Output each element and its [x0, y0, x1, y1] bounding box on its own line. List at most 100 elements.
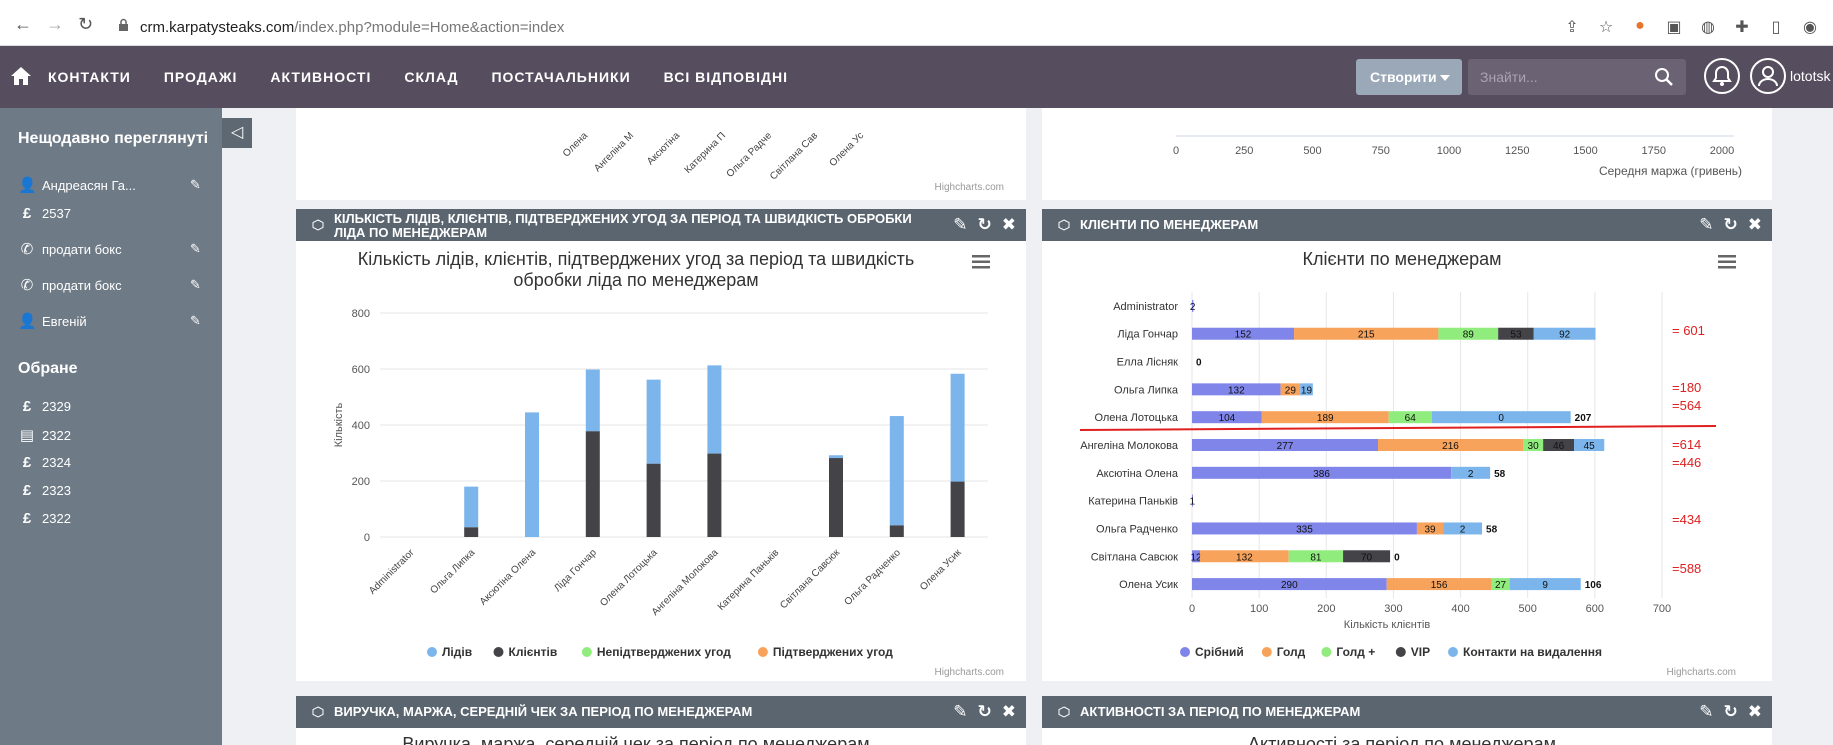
profile-avatar-icon[interactable]: ◉: [1803, 19, 1817, 36]
search-input[interactable]: Знайти...: [1468, 59, 1686, 95]
edit-pencil-icon[interactable]: ✎: [190, 313, 201, 328]
back-arrow-icon[interactable]: ←: [14, 14, 32, 34]
axis-tick-label: 2000: [1710, 145, 1734, 157]
chart-credits[interactable]: Highcharts.com: [934, 182, 1004, 193]
user-avatar-icon[interactable]: [1750, 58, 1786, 94]
bar-segment: [1192, 411, 1262, 424]
favorite-item-label: 2329: [42, 399, 71, 414]
document-icon: ▤: [19, 427, 35, 444]
bar-segment: [1533, 327, 1596, 340]
data-label: 215: [1358, 330, 1375, 341]
extension-icon[interactable]: ▣: [1666, 19, 1682, 36]
bar-segment: [1192, 383, 1281, 396]
chart-menu-icon[interactable]: [972, 255, 990, 269]
puzzle-icon[interactable]: ✚: [1735, 19, 1749, 36]
nav-item-warehouse[interactable]: СКЛАД: [404, 69, 459, 85]
notification-bell-icon[interactable]: [1704, 58, 1740, 94]
edit-pencil-icon[interactable]: ✎: [953, 702, 968, 721]
nav-item-contacts[interactable]: КОНТАКТИ: [48, 69, 131, 85]
chart-credits[interactable]: Highcharts.com: [1666, 667, 1736, 678]
bar-segment: [1416, 522, 1444, 535]
leads-panel-header: КІЛЬКІСТЬ ЛІДІВ, КЛІЄНТІВ, ПІДТВЕРДЖЕНИХ…: [296, 209, 1026, 241]
favorite-item[interactable]: £2329: [18, 398, 71, 415]
revenue-panel: ВИРУЧКА, МАРЖА, СЕРЕДНІЙ ЧЕК ЗА ПЕРІОД П…: [296, 696, 1026, 745]
y-tick-label: 800: [352, 308, 370, 320]
x-tick-label: 500: [1519, 603, 1537, 615]
create-button[interactable]: Створити: [1356, 59, 1462, 95]
data-label: 27: [1495, 580, 1507, 591]
edit-pencil-icon[interactable]: ✎: [190, 277, 201, 292]
close-icon[interactable]: ✖: [1001, 215, 1016, 234]
data-label: 152: [1235, 330, 1252, 341]
nav-item-sales[interactable]: ПРОДАЖІ: [163, 69, 238, 85]
nav-item-activities[interactable]: АКТИВНОСТІ: [270, 69, 372, 85]
nav-item-all[interactable]: ВСІ ВІДПОВІДНІ: [663, 69, 789, 85]
favorite-item[interactable]: £2322: [18, 510, 71, 527]
edit-pencil-icon[interactable]: ✎: [1699, 702, 1714, 721]
recent-item[interactable]: ✆ продати бокс ✎: [18, 276, 201, 294]
edit-pencil-icon[interactable]: ✎: [190, 177, 201, 192]
x-tick-label: 300: [1384, 603, 1402, 615]
home-icon[interactable]: [10, 66, 32, 86]
extension-icon[interactable]: ●: [1635, 17, 1645, 34]
collapse-sidebar-button[interactable]: ◁: [222, 118, 252, 148]
legend-marker: [427, 647, 437, 657]
axis-tick-label: 1000: [1437, 145, 1461, 157]
axis-tick-label: Катерина П: [683, 130, 729, 176]
leads-panel-title: КІЛЬКІСТЬ ЛІДІВ, КЛІЄНТІВ, ПІДТВЕРДЖЕНИХ…: [334, 211, 912, 240]
forward-arrow-icon[interactable]: →: [46, 14, 64, 34]
x-tick-label: 0: [1189, 603, 1195, 615]
legend-marker: [1261, 647, 1272, 657]
favorite-item[interactable]: £2324: [18, 454, 71, 471]
close-icon[interactable]: ✖: [1747, 702, 1762, 721]
legend-item: Клієнтів: [509, 645, 558, 659]
main-navbar: КОНТАКТИ ПРОДАЖІ АКТИВНОСТІ СКЛАД ПОСТАЧ…: [0, 46, 1833, 108]
username[interactable]: lototsk: [1790, 68, 1831, 84]
clients-panel-title: КЛІЄНТИ ПО МЕНЕДЖЕРАМ: [1080, 217, 1259, 232]
nav-menu: КОНТАКТИ ПРОДАЖІ АКТИВНОСТІ СКЛАД ПОСТАЧ…: [48, 46, 788, 108]
sidepanel-icon[interactable]: ▯: [1771, 19, 1781, 36]
nav-item-suppliers[interactable]: ПОСТАЧАЛЬНИКИ: [491, 69, 631, 85]
legend-item: Лідів: [442, 645, 472, 659]
cube-icon: [1058, 706, 1070, 718]
favorite-item[interactable]: £2323: [18, 482, 71, 499]
reload-icon[interactable]: ↻: [78, 14, 94, 34]
legend-item: Голд: [1277, 645, 1306, 659]
recent-title: Нещодавно переглянуті: [18, 130, 209, 147]
search-icon[interactable]: [1654, 67, 1674, 87]
x-tick-label: 700: [1653, 603, 1671, 615]
refresh-icon[interactable]: ↻: [1723, 702, 1738, 721]
annotation-sum: =446: [1672, 455, 1701, 470]
data-label: 207: [1575, 413, 1592, 424]
star-icon[interactable]: ☆: [1598, 19, 1614, 36]
edit-pencil-icon[interactable]: ✎: [953, 215, 968, 234]
edit-pencil-icon[interactable]: ✎: [190, 241, 201, 256]
favorite-item-label: 2322: [42, 427, 71, 443]
favorite-item[interactable]: ▤ 2322: [18, 426, 71, 444]
recent-item[interactable]: ✆ продати бокс ✎: [18, 240, 201, 258]
bar-segment: [707, 365, 722, 454]
annotation-sum: =564: [1672, 398, 1701, 413]
recent-item[interactable]: 👤 Андреасян Га... ✎: [18, 176, 201, 194]
y-tick-label: Елла Лісняк: [1117, 357, 1179, 369]
y-tick-label: 600: [352, 364, 370, 376]
y-tick-label: 0: [364, 532, 370, 544]
extension-icon[interactable]: ◍: [1701, 19, 1715, 36]
edit-pencil-icon[interactable]: ✎: [1699, 215, 1714, 234]
data-label: 89: [1463, 330, 1475, 341]
data-label: 64: [1405, 413, 1417, 424]
bar-segment: [889, 525, 904, 537]
close-icon[interactable]: ✖: [1001, 702, 1016, 721]
recent-item[interactable]: 👤 Евгеній ✎: [18, 312, 201, 330]
refresh-icon[interactable]: ↻: [1723, 215, 1738, 234]
chart-credits[interactable]: Highcharts.com: [934, 667, 1004, 678]
legend-marker: [493, 647, 504, 657]
share-icon[interactable]: ⇪: [1565, 19, 1579, 36]
refresh-icon[interactable]: ↻: [977, 702, 992, 721]
close-icon[interactable]: ✖: [1747, 215, 1762, 234]
chart-menu-icon[interactable]: [1718, 255, 1736, 269]
address-bar[interactable]: crm.karpatysteaks.com/index.php?module=H…: [140, 19, 564, 36]
recent-item[interactable]: £2537: [18, 205, 71, 222]
refresh-icon[interactable]: ↻: [977, 215, 992, 234]
y-tick-label: Олена Лотоцька: [1094, 412, 1178, 424]
